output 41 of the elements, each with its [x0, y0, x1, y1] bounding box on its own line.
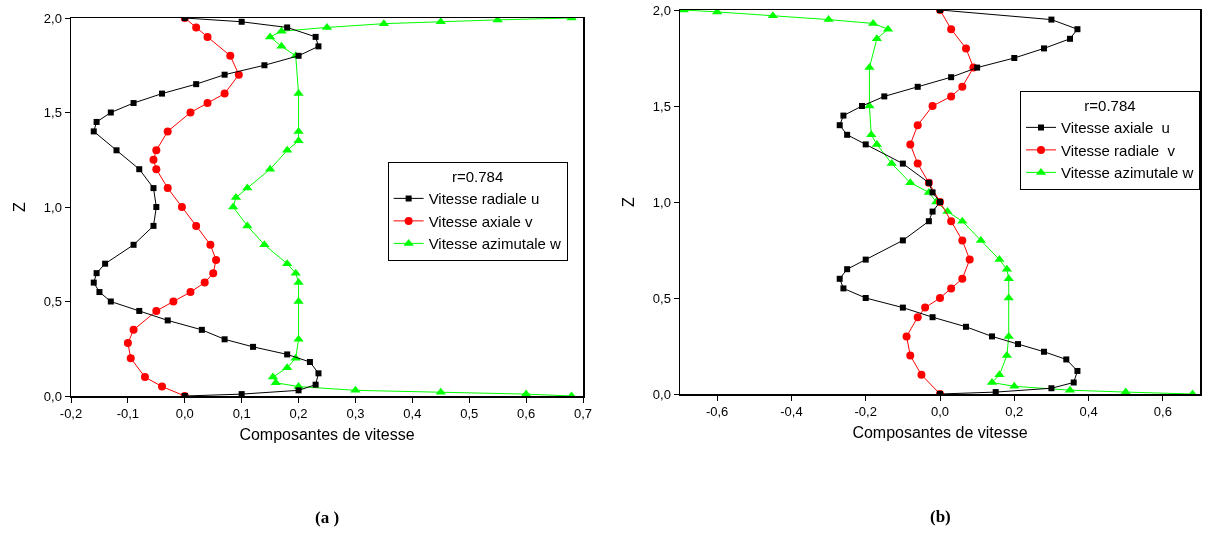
legend-label: Vitesse axiale u — [1061, 119, 1170, 137]
x-tick-label: 0,0 — [930, 404, 950, 420]
legend-label: Vitesse azimutale w — [428, 235, 562, 253]
x-tick-label: 0,3 — [346, 406, 365, 422]
y-tick-label: 2,0 — [652, 2, 671, 18]
y-tick-label: 1,5 — [43, 105, 62, 121]
text: (b) — [930, 507, 951, 526]
x-tick-label: 0,1 — [232, 406, 251, 422]
x-axis-title: Composantes de vitesse — [239, 425, 415, 443]
y-tick-label: 1,5 — [652, 98, 671, 114]
x-tick-label: 0,5 — [460, 406, 479, 422]
legend-label: Vitesse radiale v — [1061, 141, 1176, 159]
legend-title: r=0.784 — [451, 168, 504, 186]
x-tick-label: 0,0 — [175, 406, 194, 422]
x-axis-title: Composantes de vitesse — [852, 423, 1028, 441]
text: (a ) — [315, 508, 340, 527]
x-tick-label: 0,4 — [1079, 404, 1098, 420]
y-tick-label: 0,5 — [43, 294, 62, 310]
y-tick-label: 2,0 — [43, 10, 62, 26]
x-tick-label: -0,6 — [705, 404, 729, 420]
legend-title: r=0.784 — [1084, 97, 1136, 115]
y-axis-title: Z — [10, 201, 28, 212]
x-tick-label: 0,6 — [1153, 404, 1172, 420]
x-tick-label: 0,4 — [403, 406, 422, 422]
y-axis-title: Z — [619, 196, 637, 207]
x-tick-label: 0,7 — [573, 406, 593, 422]
x-tick-label: 0,2 — [289, 406, 308, 422]
y-tick-label: 0,0 — [43, 388, 62, 404]
x-tick-label: -0,1 — [116, 406, 140, 422]
x-tick-label: -0,2 — [59, 406, 83, 422]
x-tick-label: -0,2 — [854, 404, 877, 420]
y-tick-label: 0,5 — [652, 290, 671, 306]
legend-label: Vitesse azimutale w — [1061, 164, 1194, 182]
x-tick-label: -0,4 — [780, 404, 803, 420]
x-tick-label: 0,6 — [517, 406, 536, 422]
y-tick-label: 0,0 — [652, 386, 671, 402]
y-tick-label: 1,0 — [43, 199, 62, 215]
legend-label: Vitesse axiale v — [428, 212, 534, 230]
legend-label: Vitesse radiale u — [428, 190, 540, 208]
x-tick-label: 0,2 — [1005, 404, 1024, 420]
y-tick-label: 1,0 — [652, 194, 671, 210]
